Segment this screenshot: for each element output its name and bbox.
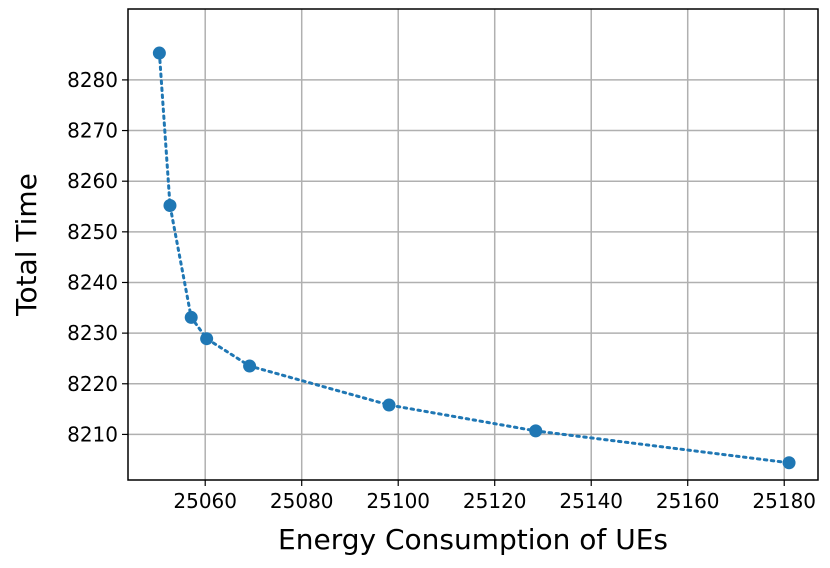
series-layer xyxy=(152,46,796,470)
series-line xyxy=(157,51,791,465)
y-tick-label: 8240 xyxy=(67,270,118,294)
y-tick-label: 8210 xyxy=(67,422,118,446)
x-tick-label: 25080 xyxy=(270,489,334,513)
plot-frame xyxy=(127,8,819,481)
y-tick-label: 8230 xyxy=(67,321,118,345)
grid xyxy=(128,9,818,480)
data-point xyxy=(163,199,177,213)
x-tick-label: 25180 xyxy=(752,489,816,513)
x-tick-label: 25100 xyxy=(366,489,430,513)
y-axis-title: Total Time xyxy=(10,173,43,317)
y-tick-label: 8260 xyxy=(67,169,118,193)
x-tick-label: 25160 xyxy=(656,489,720,513)
data-point xyxy=(200,332,214,346)
y-tick-label: 8280 xyxy=(67,68,118,92)
data-point xyxy=(382,398,396,412)
x-tick-label: 25060 xyxy=(173,489,237,513)
x-axis-title: Energy Consumption of UEs xyxy=(278,523,668,556)
x-tick-label: 25120 xyxy=(463,489,527,513)
data-point xyxy=(782,456,796,470)
data-point xyxy=(152,46,166,60)
data-point xyxy=(529,424,543,438)
x-tick-label: 25140 xyxy=(559,489,623,513)
data-point xyxy=(184,310,198,324)
data-point xyxy=(243,359,257,373)
axis-ticks: 25060 25080 25100 25120 25140 25160 25180 8210 8… xyxy=(67,68,816,513)
y-tick-label: 8220 xyxy=(67,372,118,396)
y-tick-label: 8250 xyxy=(67,220,118,244)
y-tick-label: 8270 xyxy=(67,119,118,143)
